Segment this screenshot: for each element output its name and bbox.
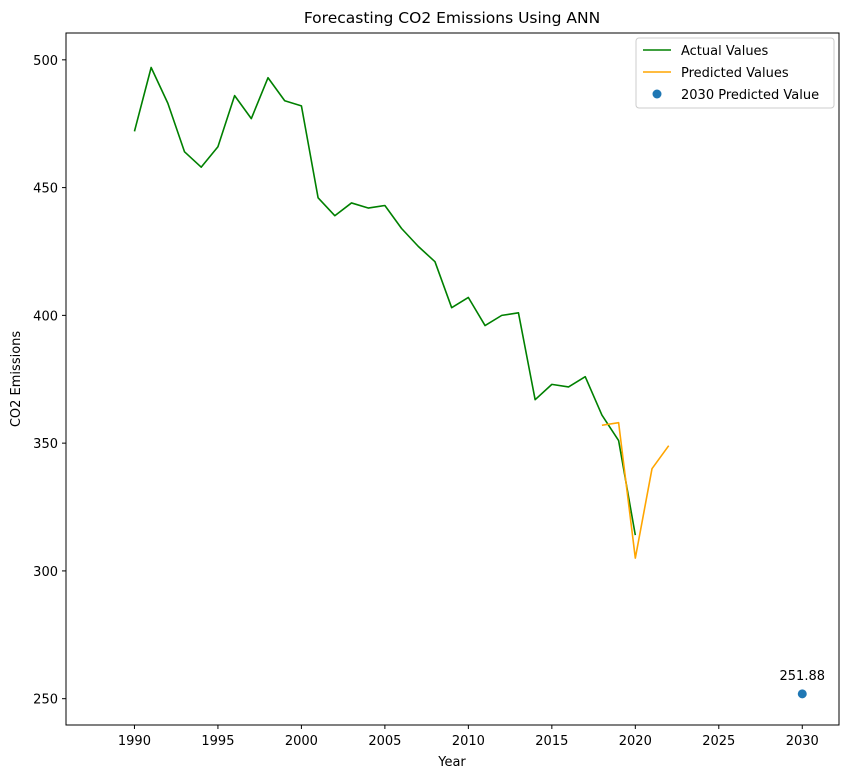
legend-label-0: Actual Values [681,44,769,59]
x-axis-label: Year [437,755,466,770]
y-tick-label-3: 400 [33,309,58,324]
x-tick-label-2: 2000 [285,734,318,749]
series-lines [133,66,670,559]
x-tick-label-4: 2010 [452,734,485,749]
chart-title: Forecasting CO2 Emissions Using ANN [304,9,600,27]
legend-frame [635,37,835,109]
plot-area [66,33,839,725]
y-axis-label: CO2 Emissions [9,331,24,428]
x-tick-label-0: 1990 [118,734,151,749]
series-line-0 [133,66,637,536]
x-tick-label-1: 1995 [201,734,234,749]
legend-label-2: 2030 Predicted Value [681,88,819,103]
x-tick-label-7: 2025 [702,734,735,749]
plot-frame [65,32,840,726]
x-tick-label-6: 2020 [619,734,652,749]
annotations: 251.88 [780,669,826,684]
annotation-label-0: 251.88 [780,669,826,684]
series-points [797,689,807,699]
series-point-2-0 [797,689,807,699]
y-tick-label-1: 300 [33,565,58,580]
y-axis-ticks: 250 300 350 400 450 500 [33,54,66,708]
y-tick-label-4: 450 [33,182,58,197]
legend: Actual Values Predicted Values 2030 Predic… [635,37,835,109]
y-tick-label-2: 350 [33,437,58,452]
y-tick-label-5: 500 [33,54,58,69]
x-tick-label-8: 2030 [786,734,819,749]
x-tick-label-3: 2005 [368,734,401,749]
x-axis-ticks: 1990 1995 2000 2005 2010 2015 2020 2025 2030 [118,725,819,749]
x-tick-label-5: 2015 [535,734,568,749]
series-line-1 [601,421,670,559]
legend-label-1: Predicted Values [681,66,789,81]
legend-swatch-2 [652,89,662,99]
y-tick-label-0: 250 [33,693,58,708]
